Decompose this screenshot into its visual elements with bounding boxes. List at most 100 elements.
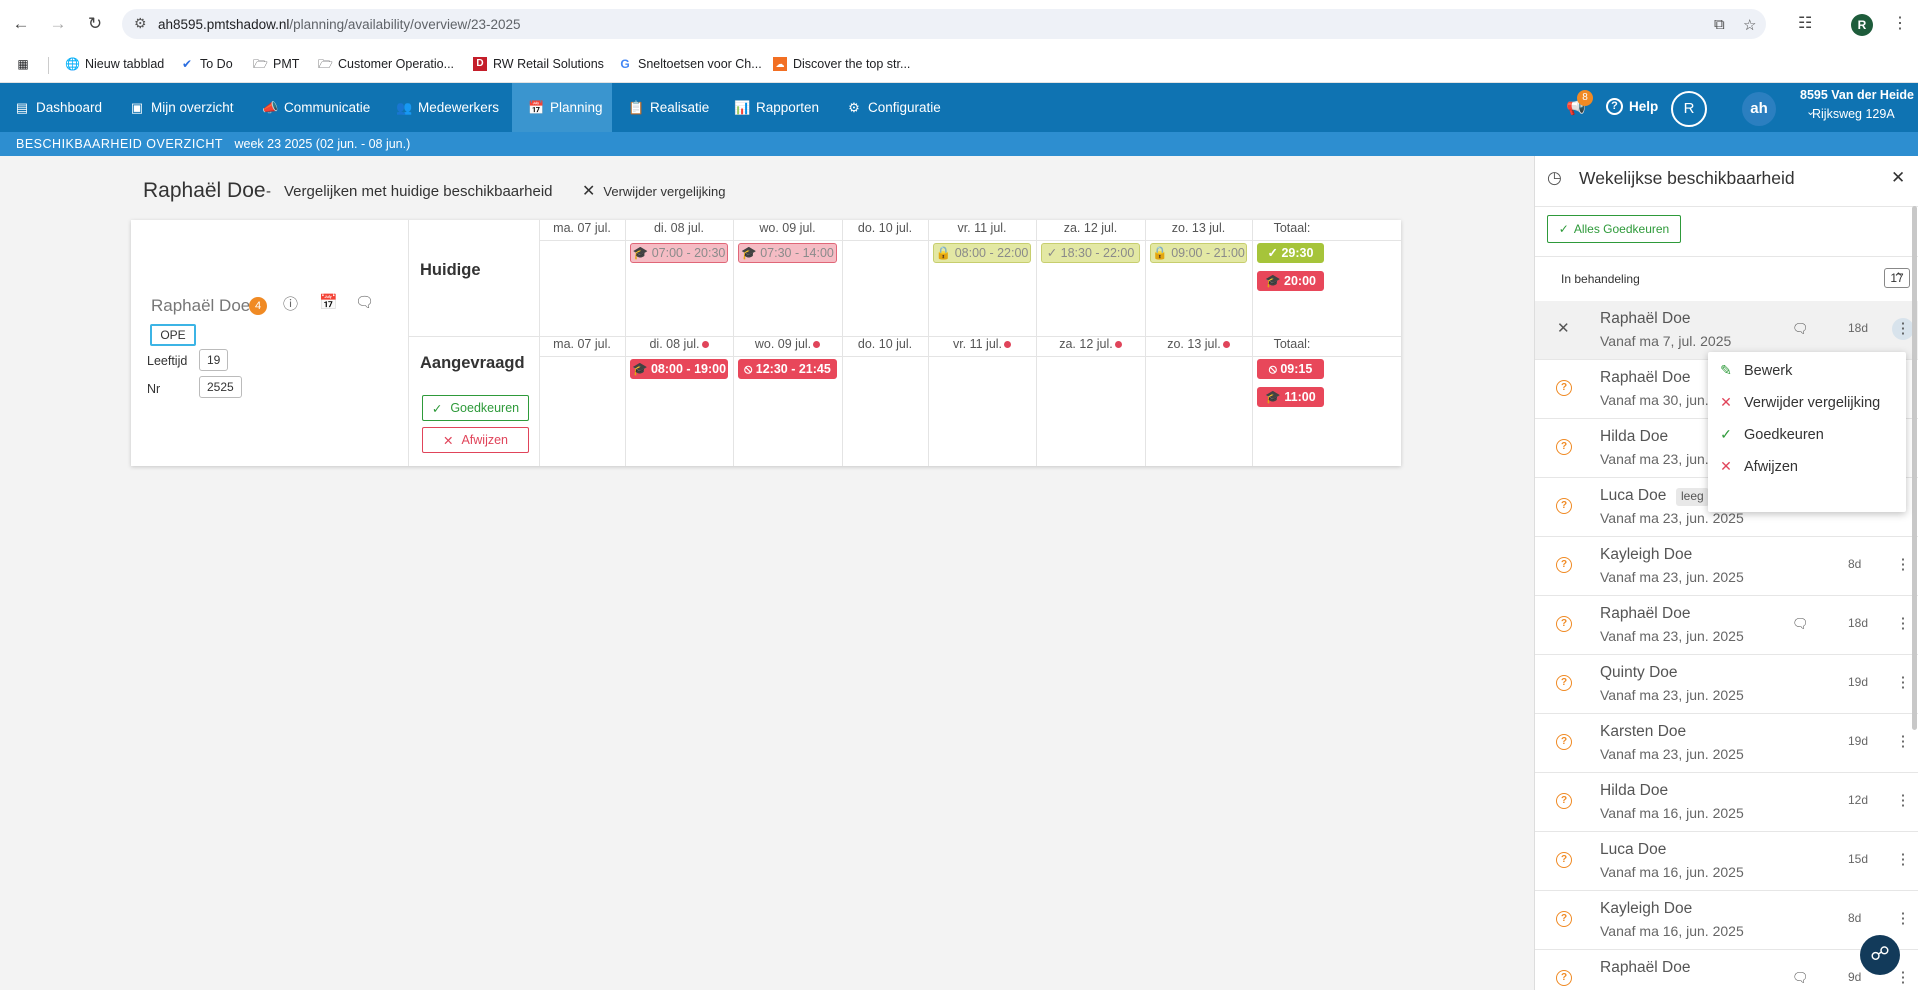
menu-item-label: Goedkeuren — [1744, 426, 1824, 443]
approve-all-button[interactable]: ✓ Alles Goedkeuren — [1547, 215, 1681, 243]
more-options-icon[interactable]: ⋮ — [1895, 910, 1911, 927]
extensions-icon[interactable]: ☷ — [1798, 15, 1813, 32]
age-value: 19 — [199, 349, 229, 371]
menu-item[interactable]: ✎ Bewerk — [1718, 362, 1792, 379]
panel-scrollbar[interactable] — [1912, 206, 1917, 730]
approve-button[interactable]: ✓ Goedkeuren — [422, 395, 529, 421]
shift-block[interactable]: 🎓 07:00 - 20:30 — [630, 243, 728, 263]
page-subheader: BESCHIKBAARHEID OVERZICHT week 23 2025 (… — [0, 132, 1918, 156]
chrome-menu-icon[interactable]: ⋮ — [1892, 15, 1908, 32]
bar-chart-icon: 📊 — [734, 99, 751, 115]
day-header: wo. 09 jul. — [733, 337, 842, 351]
nav-medewerkers[interactable]: 👥 Medewerkers — [396, 83, 499, 132]
menu-item[interactable]: ✕ Afwijzen — [1718, 458, 1798, 475]
forward-arrow-icon[interactable]: → — [49, 14, 67, 33]
nav-configuratie[interactable]: ⚙ Configuratie — [846, 83, 941, 132]
bookmark-rw-retail[interactable]: D RW Retail Solutions — [473, 57, 604, 71]
remove-comparison-button[interactable]: ✕ Verwijder vergelijking — [582, 181, 726, 201]
comment-icon[interactable]: 🗨 — [355, 294, 375, 311]
shift-block[interactable]: 🎓 08:00 - 19:00 — [630, 359, 728, 379]
school-icon: 🎓 — [741, 246, 761, 260]
nav-dashboard[interactable]: ▤ Dashboard — [14, 83, 102, 132]
request-start-date: Vanaf ma 7, jul. 2025 — [1600, 333, 1732, 349]
more-options-icon[interactable]: ⋮ — [1895, 674, 1911, 691]
close-icon[interactable]: ✕ — [1891, 168, 1906, 187]
shift-block[interactable]: ✓ 18:30 - 22:00 — [1041, 243, 1140, 263]
more-options-icon[interactable]: ⋮ — [1895, 615, 1911, 632]
nav-realisatie[interactable]: 📋 Realisatie — [628, 83, 709, 132]
nav-mijn-overzicht[interactable]: ▣ Mijn overzicht — [129, 83, 234, 132]
close-icon[interactable]: ✕ — [1557, 320, 1570, 337]
nav-planning[interactable]: 📅 Planning — [512, 83, 612, 132]
employee-name[interactable]: Raphaël Doe — [151, 296, 251, 315]
url-text[interactable]: ah8595.pmtshadow.nl/planning/availabilit… — [158, 17, 521, 32]
bookmark-pmt[interactable]: 🗁 PMT — [253, 57, 299, 71]
menu-item[interactable]: ✓ Goedkeuren — [1718, 426, 1824, 443]
request-row[interactable]: ? Kayleigh Doe Vanaf ma 23, jun. 2025 8d ⋮ — [1535, 537, 1918, 596]
more-options-icon[interactable]: ⋮ — [1892, 318, 1914, 340]
comment-icon[interactable]: 🗨 — [1792, 321, 1809, 336]
install-app-icon[interactable]: ⧉ — [1714, 16, 1725, 33]
request-row[interactable]: ? Raphaël Doe Vanaf ma 23, jun. 2025 🗨 18d ⋮ — [1535, 596, 1918, 655]
google-icon: G — [620, 57, 630, 71]
comment-icon[interactable]: 🗨 — [1792, 970, 1809, 985]
browser-toolbar: ← → ↻ ⚙ ah8595.pmtshadow.nl/planning/ava… — [0, 0, 1918, 48]
chevron-up-icon[interactable]: ⌃ — [1893, 270, 1904, 285]
nav-communicatie[interactable]: 📣 Communicatie — [262, 83, 370, 132]
menu-item[interactable]: ✕ Verwijder vergelijking — [1718, 394, 1880, 411]
request-row[interactable]: ? Karsten Doe Vanaf ma 23, jun. 2025 19d ⋮ — [1535, 714, 1918, 773]
remove-comparison-label: Verwijder vergelijking — [603, 183, 726, 199]
reload-icon[interactable]: ↻ — [87, 14, 103, 33]
request-row[interactable]: ? Kayleigh Doe Vanaf ma 16, jun. 2025 8d ⋮ — [1535, 891, 1918, 950]
bookmark-nieuw-tabblad[interactable]: 🌐 Nieuw tabblad — [65, 57, 164, 71]
store-name[interactable]: 8595 Van der Heide — [1800, 88, 1914, 102]
profile-avatar[interactable]: R — [1851, 14, 1873, 36]
more-options-icon[interactable]: ⋮ — [1895, 733, 1911, 750]
bookmark-star-icon[interactable]: ☆ — [1743, 17, 1757, 34]
request-row[interactable]: ? Luca Doe Vanaf ma 16, jun. 2025 15d ⋮ — [1535, 832, 1918, 891]
calendar-icon[interactable]: 📅 — [319, 294, 338, 311]
info-icon[interactable]: ⓘ — [283, 296, 299, 313]
store-address[interactable]: Rijksweg 129A — [1812, 107, 1895, 121]
request-row[interactable]: ? Raphaël Doe 🗨 9d ⋮ — [1535, 950, 1918, 990]
more-options-icon[interactable]: ⋮ — [1895, 969, 1911, 986]
chevron-down-icon[interactable]: ⌄ — [1806, 106, 1816, 118]
site-settings-icon[interactable]: ⚙ — [134, 15, 147, 31]
empty-tag: leeg — [1676, 488, 1709, 506]
apps-grid-icon[interactable]: ▦ — [17, 57, 29, 71]
day-header-label: wo. 09 jul. — [754, 337, 812, 351]
notification-badge: 8 — [1577, 90, 1593, 106]
comparison-card: Raphaël Doe 4 ⓘ 📅 🗨 OPE Leeftijd 19 Nr 2… — [131, 220, 1401, 466]
day-header-label: di. 08 jul. — [653, 221, 705, 235]
help-button[interactable]: ? Help — [1606, 98, 1658, 115]
more-options-icon[interactable]: ⋮ — [1895, 851, 1911, 868]
address-bar[interactable]: ⚙ ah8595.pmtshadow.nl/planning/availabil… — [122, 9, 1766, 39]
panel-divider — [1535, 206, 1918, 207]
request-row[interactable]: ? Quinty Doe Vanaf ma 23, jun. 2025 19d ⋮ — [1535, 655, 1918, 714]
header-divider — [539, 356, 1401, 357]
bookmark-sneltoetsen[interactable]: G Sneltoetsen voor Ch... — [618, 57, 761, 71]
back-arrow-icon[interactable]: ← — [12, 14, 30, 33]
comment-icon[interactable]: 🗨 — [1792, 616, 1809, 631]
more-options-icon[interactable]: ⋮ — [1895, 556, 1911, 573]
nav-rapporten[interactable]: 📊 Rapporten — [734, 83, 819, 132]
user-avatar[interactable]: R — [1671, 91, 1707, 127]
reject-button[interactable]: ✕ Afwijzen — [422, 427, 529, 453]
close-icon: ✕ — [442, 433, 454, 448]
shift-block[interactable]: ⦸ 12:30 - 21:45 — [738, 359, 837, 379]
request-row[interactable]: ? Hilda Doe Vanaf ma 16, jun. 2025 12d ⋮ — [1535, 773, 1918, 832]
request-days-ago: 12d — [1848, 793, 1869, 807]
bookmark-to-do[interactable]: ✔ To Do — [180, 57, 233, 71]
day-header-label: do. 10 jul. — [857, 337, 913, 351]
rw-logo-icon: D — [473, 57, 487, 71]
shift-block[interactable]: 🔒 09:00 - 21:00 — [1150, 243, 1247, 263]
bookmark-customer-operations[interactable]: 🗁 Customer Operatio... — [318, 57, 454, 71]
shift-block[interactable]: 🎓 07:30 - 14:00 — [738, 243, 837, 263]
more-options-icon[interactable]: ⋮ — [1895, 792, 1911, 809]
request-row[interactable]: ✕ Raphaël Doe Vanaf ma 7, jul. 2025 🗨 18d ⋮ — [1535, 301, 1918, 360]
shift-block[interactable]: 🔒 08:00 - 22:00 — [933, 243, 1031, 263]
support-widget-button[interactable]: ☍ — [1860, 935, 1900, 975]
request-employee-name: Kayleigh Doe — [1600, 546, 1693, 563]
pending-question-icon: ? — [1556, 616, 1572, 632]
bookmark-discover[interactable]: ☁ Discover the top str... — [773, 57, 910, 71]
